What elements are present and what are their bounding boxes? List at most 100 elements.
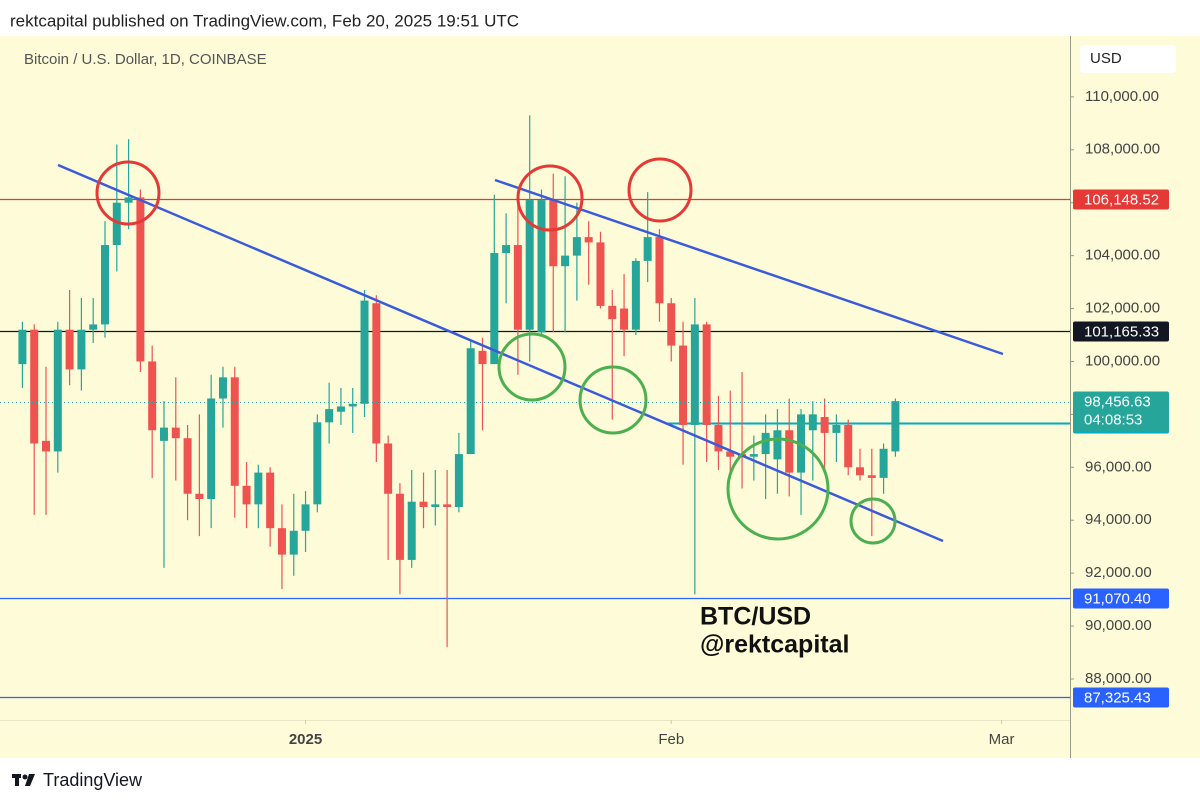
candle-body [148,361,157,431]
candle-body [631,260,640,330]
candle-body [454,454,463,507]
circle-marker [578,365,648,435]
x-tick-label: 2025 [289,731,322,748]
candle-body [407,501,416,560]
candle-body [655,237,664,304]
brand: TradingView [43,770,143,790]
logo-shape [25,774,35,786]
candle-body [808,414,817,431]
candle-body [584,237,593,243]
candle-body [301,504,310,531]
circle-marker [849,497,897,545]
x-tick-label: Mar [989,731,1015,748]
candle-body [77,329,86,370]
candle-body [207,398,216,500]
candle-body [690,324,699,425]
y-tick-label: 90,000.00 [1085,617,1152,634]
candle-body [112,202,121,246]
candle-body [608,305,617,320]
candle-body [42,440,51,452]
y-tick-label: 104,000.00 [1085,247,1160,264]
candle-body [714,424,723,452]
currency: USD [1090,50,1122,67]
candle-body [679,345,688,425]
candle-body [30,329,39,444]
last-price-box [1073,391,1169,432]
price-label: 106,148.52 [1084,191,1159,208]
candle-body [419,501,428,507]
y-tick-label: 102,000.00 [1085,300,1160,317]
candle-body [384,443,393,494]
annotation: @rektcapital [700,631,849,659]
candle-body [431,504,440,507]
circle-marker [726,437,830,541]
candle-body [702,324,711,425]
candle-body [513,245,522,330]
plot-background [0,36,1200,758]
y-tick-label: 88,000.00 [1085,670,1152,687]
candle-body [18,329,27,365]
candle-body [136,197,145,362]
candle-body [100,245,109,325]
price-label: 91,070.40 [1084,590,1151,607]
candle-body [171,427,180,439]
candle-body [561,255,570,267]
price-label: 101,165.33 [1084,323,1159,340]
candle-body [183,438,192,494]
candle-body [254,472,263,505]
candle-body [667,303,676,346]
x-tick-label: Feb [658,731,684,748]
price-label-box [1073,687,1169,708]
candle-body [832,424,841,433]
price-label-box [1073,189,1169,210]
candle-body [325,409,334,423]
last-price-label: 98,456.63 [1084,393,1151,410]
candle-body [443,504,452,507]
candle-body [159,427,168,441]
candle-body [478,350,487,365]
candle-body [785,430,794,473]
candle-body [525,200,534,330]
candle-body [537,200,546,333]
circle-marker [627,157,693,223]
logo-shape [15,774,19,786]
candle-body [218,377,227,399]
candle-body [596,242,605,306]
candle-body [490,252,499,365]
candle-body [844,424,853,468]
candle-body [726,451,735,457]
candle-body [856,467,865,476]
candle-body [466,348,475,455]
candle-body [242,485,251,505]
candle-body [360,300,369,404]
candle-body [230,377,239,486]
candle-body [89,324,98,330]
candle-body [749,454,758,457]
y-tick-label: 92,000.00 [1085,564,1152,581]
candle-body [773,430,782,460]
candle-body [336,406,345,412]
candle-body [313,422,322,505]
candle-body [620,308,629,330]
annotation: BTC/USD [700,603,811,631]
candle-body [53,329,62,452]
candle-body [395,493,404,560]
candle-body [65,329,74,370]
y-tick-label: 110,000.00 [1085,88,1159,105]
header: rektcapital published on TradingView.com… [10,11,519,30]
currency-box [1080,45,1176,73]
plot [0,115,1070,699]
candle-body [572,237,581,256]
candle-body [820,417,829,433]
circle-marker [516,164,584,232]
chart-title: Bitcoin / U.S. Dollar, 1D, COINBASE [24,51,267,68]
countdown: 04:08:53 [1084,411,1142,428]
candle-body [266,472,275,529]
candle-body [124,197,133,203]
candle-body [549,200,558,267]
candle-body [643,237,652,261]
y-tick-label: 96,000.00 [1085,458,1152,475]
price-label: 87,325.43 [1084,689,1151,706]
candle-body [867,475,876,478]
